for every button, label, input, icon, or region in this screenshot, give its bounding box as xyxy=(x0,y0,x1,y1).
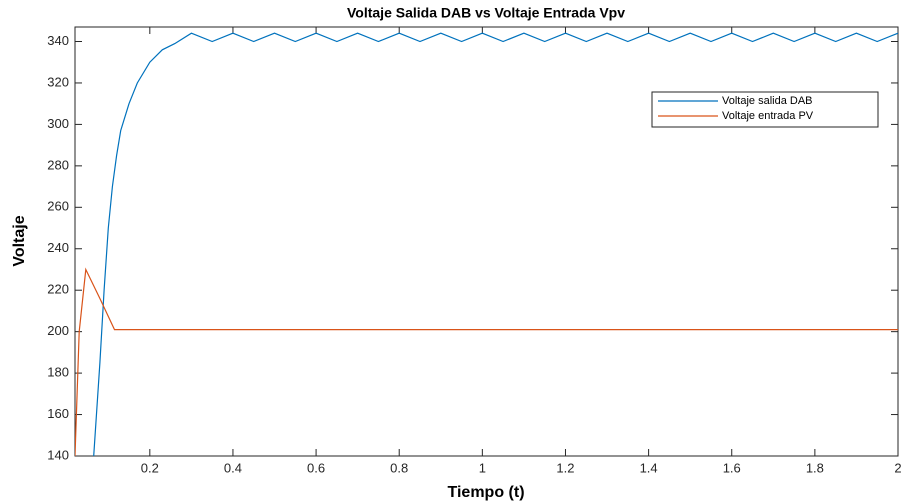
plot-area xyxy=(74,26,899,457)
y-tick-label: 260 xyxy=(47,199,69,214)
legend-box xyxy=(651,91,879,128)
x-tick-label: 1.8 xyxy=(806,460,824,475)
y-tick-label: 240 xyxy=(47,240,69,255)
x-tick-label: 0.6 xyxy=(307,460,325,475)
chart-title: Voltaje Salida DAB vs Voltaje Entrada Vp… xyxy=(347,5,625,21)
y-tick-label: 180 xyxy=(47,365,69,380)
legend-label: Voltaje salida DAB xyxy=(722,95,813,107)
y-axis-label: Voltaje xyxy=(11,215,28,266)
x-axis-label: Tiempo (t) xyxy=(447,484,524,501)
x-tick-label: 1.2 xyxy=(556,460,574,475)
y-tick-label: 220 xyxy=(47,282,69,297)
x-tick-label: 0.8 xyxy=(390,460,408,475)
y-tick-label: 280 xyxy=(47,157,69,172)
line-series xyxy=(75,267,898,456)
x-tick-label: 1.4 xyxy=(640,460,658,475)
y-tick-label: 140 xyxy=(47,447,69,462)
y-tick-label: 320 xyxy=(47,74,69,89)
x-tick-label: 0.4 xyxy=(224,460,242,475)
x-tick-label: 1.6 xyxy=(723,460,741,475)
line-series xyxy=(93,32,898,456)
y-tick-label: 300 xyxy=(47,116,69,131)
x-tick-label: 1 xyxy=(479,460,486,475)
x-tick-label: 0.2 xyxy=(141,460,159,475)
plot-lines xyxy=(75,32,898,456)
x-tick-label: 2 xyxy=(894,460,901,475)
legend-label: Voltaje entrada PV xyxy=(722,110,814,122)
y-tick-label: 340 xyxy=(47,33,69,48)
y-tick-label: 160 xyxy=(47,406,69,421)
y-tick-label: 200 xyxy=(47,323,69,338)
